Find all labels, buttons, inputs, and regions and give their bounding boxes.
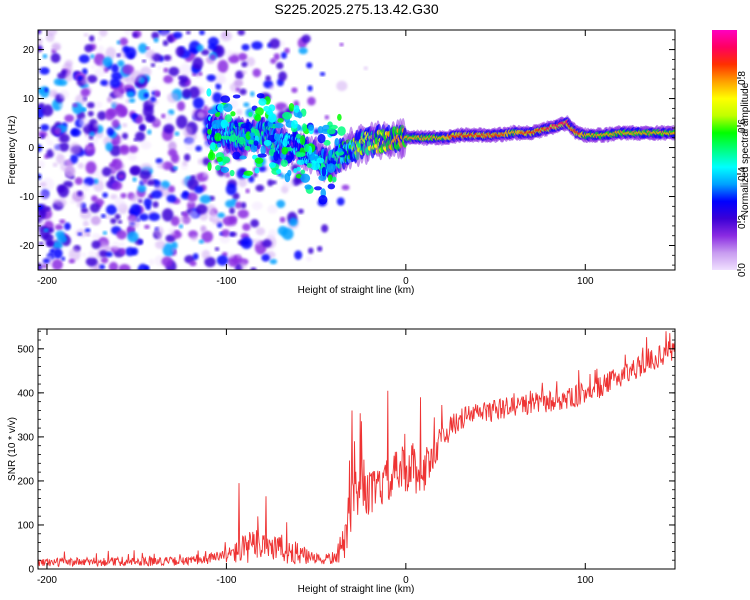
- colorbar: 0.0 0.2 0.4 0.6 0.8 Normalized spectral ampl…: [712, 30, 750, 277]
- colorbar-label: Normalized spectral amplitude: [740, 82, 750, 217]
- y-tick-label: 10: [23, 94, 35, 105]
- y-tick-label: 200: [17, 476, 34, 487]
- snr-series-line: [38, 331, 675, 568]
- x-tick-label: 0: [403, 575, 409, 586]
- colorbar-tick-label: 0.6: [737, 119, 748, 133]
- colorbar-tick-label: 0.0: [737, 263, 748, 277]
- x-tick-label: -200: [37, 276, 57, 287]
- spectrogram-heatmap: [38, 30, 675, 270]
- snr-ylabel: SNR (10 * v/v): [7, 417, 18, 481]
- spectrogram-frame: [37, 29, 676, 271]
- colorbar-ticks: 0.0 0.2 0.4 0.6 0.8: [737, 71, 748, 277]
- y-tick-label: -10: [20, 192, 35, 203]
- y-tick-label: 400: [17, 388, 34, 399]
- spectrogram-xlabel: Height of straight line (km): [298, 285, 415, 296]
- x-tick-label: 100: [577, 575, 594, 586]
- colorbar-tick-label: 0.4: [737, 167, 748, 181]
- spectrogram-ylabel: Frequency (Hz): [7, 116, 18, 185]
- colorbar-tick-label: 0.2: [737, 215, 748, 229]
- y-tick-label: 0: [28, 565, 34, 576]
- y-tick-label: 500: [17, 344, 34, 355]
- colorbar-gradient: [712, 30, 737, 270]
- snr-frame: [37, 328, 676, 570]
- y-tick-label: 300: [17, 432, 34, 443]
- snr-plot-area: [38, 329, 675, 569]
- x-tick-label: -200: [37, 575, 57, 586]
- y-tick-label: 0: [28, 143, 34, 154]
- y-tick-label: 100: [17, 520, 34, 531]
- colorbar-tick-label: 0.8: [737, 71, 748, 85]
- x-tick-label: -100: [216, 276, 236, 287]
- snr-xlabel: Height of straight line (km): [298, 584, 415, 595]
- y-tick-label: -20: [20, 241, 35, 252]
- chart-title: S225.2025.275.13.42.G30: [274, 1, 439, 17]
- x-tick-label: 0: [403, 276, 409, 287]
- x-tick-label: 100: [577, 276, 594, 287]
- y-tick-label: 20: [23, 45, 35, 56]
- snr-panel: -200 -100 0 100 0 100 200 300 400 500 Height of s…: [7, 328, 676, 595]
- x-tick-label: -100: [216, 575, 236, 586]
- snr-ticks: -200 -100 0 100 0 100 200 300 400 500: [17, 329, 675, 586]
